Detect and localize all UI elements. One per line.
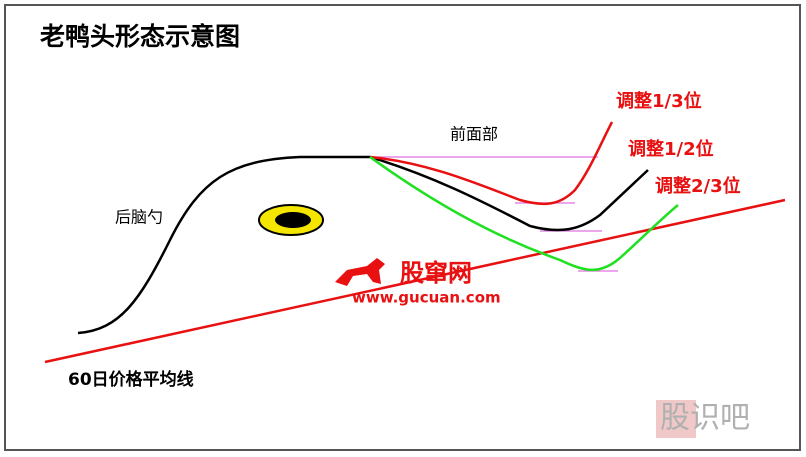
pupil — [275, 212, 311, 228]
price-curve — [77, 155, 649, 335]
back-label: 后脑勺 — [115, 208, 163, 227]
adjust-label: 调整2/3位 — [655, 175, 741, 197]
title: 老鸭头形态示意图 — [40, 22, 240, 51]
corner-watermark: 股识吧 — [660, 401, 750, 436]
adjust-label: 调整1/3位 — [616, 90, 702, 112]
ma-label: 60日价格平均线 — [68, 369, 194, 390]
brand-watermark: 股窜网 — [400, 259, 472, 287]
corner-badge — [656, 400, 696, 438]
frame — [4, 4, 801, 451]
front-label: 前面部 — [450, 125, 498, 144]
adjust-label: 调整1/2位 — [628, 138, 714, 160]
ma-line — [44, 198, 786, 364]
bull-logo — [335, 258, 385, 286]
adjust-two-thirds-curve — [369, 155, 679, 272]
adjust-third-curve — [369, 121, 614, 206]
url-watermark: www.gucuan.com — [352, 289, 501, 307]
